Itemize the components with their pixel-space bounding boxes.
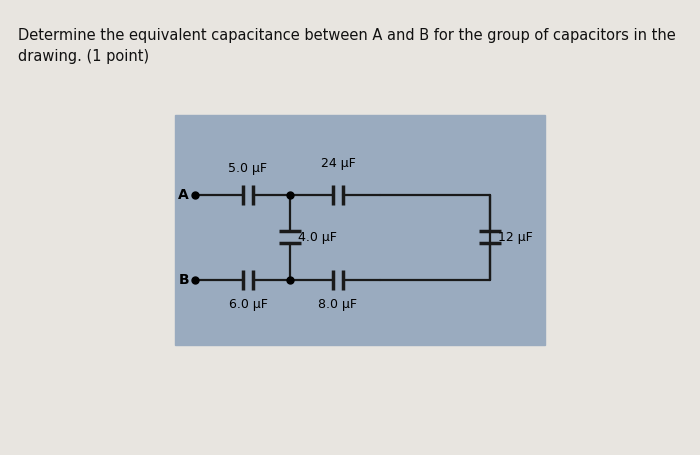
- Text: B: B: [178, 273, 189, 287]
- Bar: [175, 115, 545, 345]
- Text: A: A: [178, 188, 189, 202]
- Text: 5.0 μF: 5.0 μF: [228, 162, 267, 175]
- Text: Determine the equivalent capacitance between A and B for the group of capacitors: Determine the equivalent capacitance bet…: [18, 28, 676, 64]
- Text: 4.0 μF: 4.0 μF: [298, 231, 337, 243]
- Text: 6.0 μF: 6.0 μF: [229, 298, 267, 311]
- Text: 24 μF: 24 μF: [321, 157, 356, 170]
- Text: 12 μF: 12 μF: [498, 231, 533, 243]
- Text: 8.0 μF: 8.0 μF: [318, 298, 358, 311]
